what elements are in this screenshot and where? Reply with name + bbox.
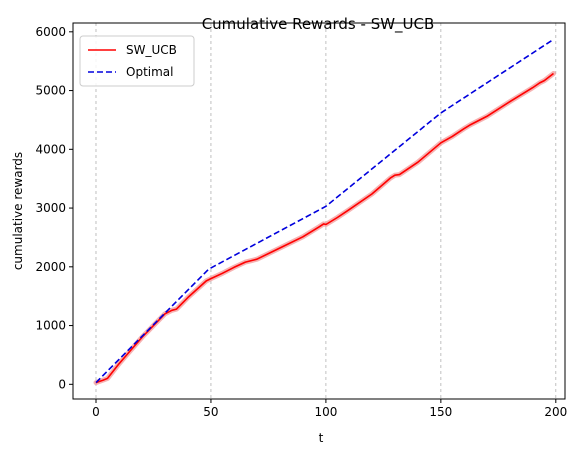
x-tick-label-0: 0: [92, 405, 100, 419]
confidence-band-group: [93, 71, 556, 386]
legend-box: [79, 35, 195, 87]
y-axis-label: cumulative rewards: [11, 152, 25, 270]
y-tick-label-5000: 5000: [35, 84, 66, 98]
y-tick-label-0: 0: [58, 377, 66, 391]
x-tick-label-50: 50: [203, 405, 218, 419]
y-tick-label-6000: 6000: [35, 25, 66, 39]
x-tick-label-150: 150: [429, 405, 452, 419]
y-tick-label-3000: 3000: [35, 201, 66, 215]
legend: SW_UCB Optimal: [79, 35, 195, 87]
band-sw-ucb: [93, 71, 556, 386]
x-axis-label: t: [319, 431, 324, 445]
y-tick-label-4000: 4000: [35, 142, 66, 156]
x-tick-label-200: 200: [544, 405, 567, 419]
series-line-optimal: [95, 38, 554, 384]
series-line-sw-ucb: [95, 72, 554, 384]
y-axis: 0 1000 2000 3000 4000 5000 6000: [35, 25, 73, 391]
legend-label-optimal: Optimal: [126, 65, 173, 79]
y-tick-label-1000: 1000: [35, 319, 66, 333]
legend-label-sw-ucb: SW_UCB: [126, 43, 177, 57]
x-axis: 0 50 100 150 200: [92, 399, 567, 419]
vertical-gridlines: [95, 23, 557, 399]
x-tick-label-100: 100: [314, 405, 337, 419]
plot-frame: [72, 22, 566, 400]
chart-title: Cumulative Rewards - SW_UCB: [202, 15, 435, 34]
y-tick-label-2000: 2000: [35, 260, 66, 274]
series-lines: [95, 38, 554, 384]
